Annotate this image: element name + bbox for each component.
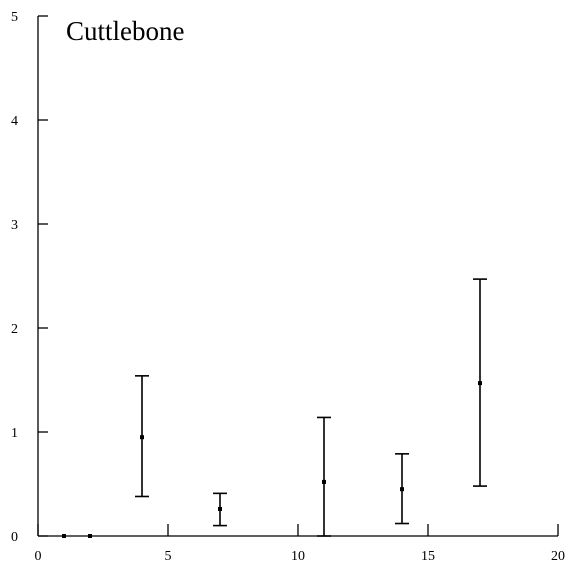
data-points (62, 381, 482, 538)
error-bars (135, 278, 487, 537)
x-tick-label: 5 (165, 549, 172, 564)
ticks: 0 5 10 15 20 0 1 2 3 4 5 (11, 10, 565, 564)
y-tick-label: 0 (11, 530, 18, 545)
data-point (218, 506, 222, 511)
x-tick-label: 0 (35, 549, 42, 564)
data-point (88, 534, 92, 538)
y-tick-label: 3 (11, 218, 18, 233)
data-point (478, 381, 482, 386)
x-tick-label: 15 (421, 549, 435, 564)
y-tick-label: 5 (11, 10, 18, 25)
data-point (140, 435, 144, 440)
y-tick-label: 4 (11, 114, 18, 129)
y-tick-label: 2 (11, 322, 18, 337)
data-point (62, 534, 66, 538)
data-point (322, 479, 326, 484)
chart-title: Cuttlebone (66, 16, 184, 46)
x-tick-label: 20 (551, 549, 565, 564)
x-tick-label: 10 (291, 549, 305, 564)
y-tick-label: 1 (11, 426, 18, 441)
data-point (400, 487, 404, 492)
